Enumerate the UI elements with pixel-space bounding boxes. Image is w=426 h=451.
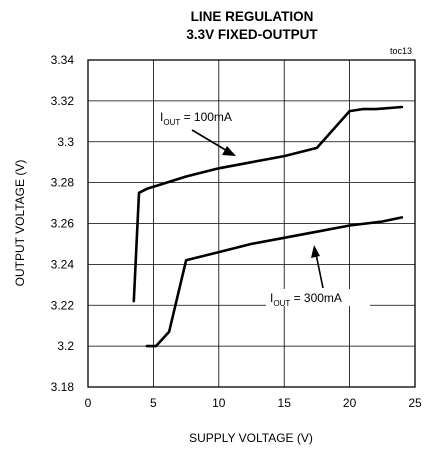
series-line-300ma bbox=[145, 216, 404, 348]
x-tick-label: 5 bbox=[150, 396, 157, 410]
y-tick-label: 3.18 bbox=[51, 380, 75, 394]
series-label-100ma-main: I bbox=[160, 110, 163, 124]
y-tick-label: 3.32 bbox=[51, 94, 75, 108]
series-line-100ma bbox=[132, 105, 404, 303]
x-tick-labels: 0 5 10 15 20 25 bbox=[85, 396, 422, 410]
series-label-100ma-rest: = 100mA bbox=[180, 110, 232, 124]
series-label-100ma: IOUT = 100mA bbox=[160, 110, 232, 127]
series-label-300ma-sub: OUT bbox=[273, 299, 290, 308]
chart-subtitle: 3.3V FIXED-OUTPUT bbox=[186, 27, 318, 42]
series-label-300ma-main: I bbox=[270, 291, 273, 305]
figure-tag: toc13 bbox=[390, 46, 412, 56]
series-label-300ma: IOUT = 300mA bbox=[270, 291, 342, 308]
y-tick-label: 3.3 bbox=[57, 135, 74, 149]
y-tick-label: 3.24 bbox=[51, 257, 75, 271]
series-label-300ma-rest: = 300mA bbox=[290, 291, 342, 305]
annotation-arrowhead-100ma bbox=[222, 146, 236, 156]
y-tick-label: 3.22 bbox=[51, 298, 75, 312]
y-tick-label: 3.28 bbox=[51, 176, 75, 190]
series-label-100ma-sub: OUT bbox=[163, 118, 180, 127]
annotation-pointer-100ma bbox=[191, 129, 230, 153]
x-tick-label: 10 bbox=[212, 396, 226, 410]
x-tick-label: 25 bbox=[408, 396, 422, 410]
plot-frame bbox=[87, 59, 416, 388]
x-axis-label: SUPPLY VOLTAGE (V) bbox=[189, 431, 313, 445]
y-tick-label: 3.34 bbox=[51, 53, 75, 67]
y-tick-label: 3.26 bbox=[51, 217, 75, 231]
chart-title: LINE REGULATION bbox=[191, 9, 314, 24]
annotation-pointer-300ma bbox=[315, 253, 324, 289]
y-tick-label: 3.2 bbox=[57, 339, 74, 353]
y-axis-label: OUTPUT VOLTAGE (V) bbox=[13, 160, 27, 287]
y-tick-labels: 3.34 3.32 3.3 3.28 3.26 3.24 3.22 3.2 3.18 bbox=[51, 53, 75, 394]
annotation-arrowhead-300ma bbox=[311, 245, 320, 258]
series-label-300ma-bg bbox=[266, 289, 370, 306]
series-lines bbox=[132, 105, 404, 348]
x-tick-label: 0 bbox=[85, 396, 92, 410]
x-tick-label: 20 bbox=[343, 396, 357, 410]
x-tick-label: 15 bbox=[278, 396, 292, 410]
